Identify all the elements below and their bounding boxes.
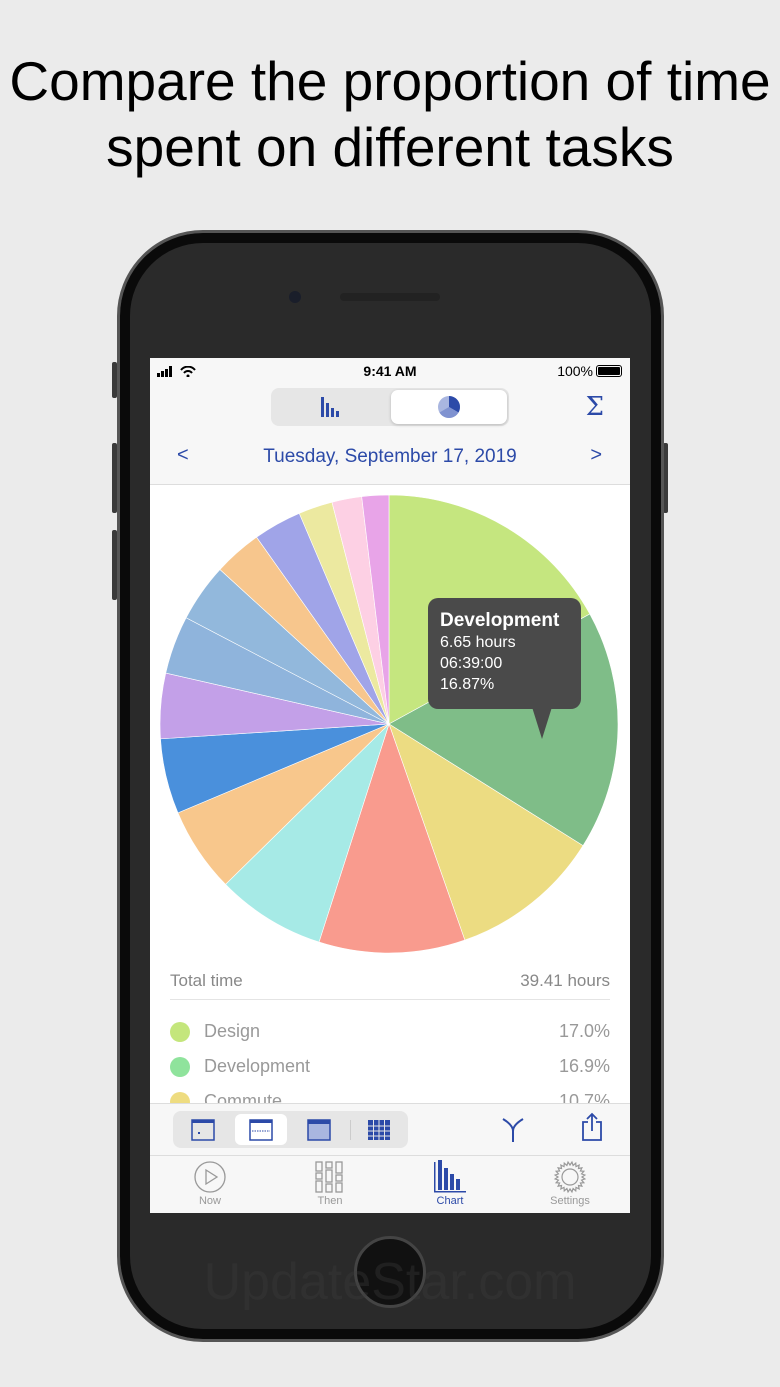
range-year-button[interactable] <box>353 1114 405 1145</box>
play-icon <box>194 1161 226 1193</box>
app-screen: 9:41 AM 100% Σ < Tuesday, September 17, … <box>150 358 630 1213</box>
day-icon <box>191 1118 215 1141</box>
view-toggle <box>271 388 509 426</box>
tab-label: Then <box>317 1195 343 1207</box>
status-time: 9:41 AM <box>363 363 417 379</box>
pie-slice[interactable] <box>225 723 390 943</box>
slice-tooltip: Development 6.65 hours 06:39:00 16.87% <box>428 598 581 739</box>
headline: Compare the proportion of time spent on … <box>9 50 771 178</box>
legend-item[interactable]: Design 17.0% <box>170 1014 610 1049</box>
home-button[interactable] <box>354 1236 426 1308</box>
tooltip-duration: 06:39:00 <box>440 655 503 672</box>
pie-slice[interactable] <box>361 494 390 725</box>
tab-label: Now <box>198 1195 221 1207</box>
pie-chart[interactable] <box>150 486 630 962</box>
watermark: UpdateStar.com <box>203 1253 577 1311</box>
divider <box>350 1120 351 1140</box>
legend-dot <box>170 1056 190 1077</box>
toolbar <box>150 1103 630 1155</box>
header: Σ < Tuesday, September 17, 2019 > <box>150 384 630 485</box>
battery-percent: 100% <box>557 363 593 379</box>
signal-wifi-icon <box>157 366 196 377</box>
volume-down-button <box>112 530 117 600</box>
pie-chart-icon <box>438 396 460 418</box>
share-icon[interactable] <box>581 1112 603 1142</box>
earpiece-speaker <box>340 293 440 301</box>
month-icon <box>307 1118 331 1141</box>
tab-chart[interactable]: Chart <box>390 1156 510 1213</box>
mute-switch <box>112 362 117 398</box>
range-week-button[interactable] <box>235 1114 287 1145</box>
legend-dot <box>170 1021 190 1042</box>
sum-button[interactable]: Σ <box>585 392 604 422</box>
date-label: Tuesday, September 17, 2019 <box>263 446 517 467</box>
next-day-button[interactable]: > <box>590 444 602 466</box>
legend-name: Development <box>204 1056 311 1076</box>
tab-then[interactable]: Then <box>270 1156 390 1213</box>
tab-bar: Now Then Chart Settings <box>150 1155 630 1213</box>
legend-name: Design <box>204 1021 261 1041</box>
range-selector <box>173 1111 408 1148</box>
tooltip-title: Development <box>440 610 560 631</box>
tab-now[interactable]: Now <box>150 1156 270 1213</box>
power-button <box>663 443 668 513</box>
tooltip-hours: 6.65 hours <box>440 634 516 651</box>
legend-percent: 17.0% <box>558 1021 610 1041</box>
prev-day-button[interactable]: < <box>177 444 189 466</box>
bar-chart-icon <box>321 397 339 417</box>
pie-view-button[interactable] <box>391 390 507 424</box>
filter-icon[interactable] <box>501 1117 525 1143</box>
tab-settings[interactable]: Settings <box>510 1156 630 1213</box>
battery-icon <box>596 365 622 377</box>
pie-slice-commute[interactable] <box>388 723 584 941</box>
gear-icon <box>553 1160 587 1194</box>
total-time-row: Total time 39.41 hours <box>170 971 610 1000</box>
status-bar: 9:41 AM 100% <box>150 358 630 384</box>
tab-label: Chart <box>436 1195 464 1207</box>
legend-item[interactable]: Development 16.9% <box>170 1049 610 1084</box>
list-grid-icon <box>315 1161 343 1193</box>
range-month-button[interactable] <box>293 1114 345 1145</box>
week-icon <box>249 1118 273 1141</box>
chart-icon <box>434 1160 466 1193</box>
legend-percent: 16.9% <box>558 1056 610 1076</box>
tab-label: Settings <box>550 1195 590 1207</box>
tooltip-percent: 16.87% <box>440 676 495 693</box>
pie-slice[interactable] <box>318 723 466 954</box>
total-label: Total time <box>170 971 243 990</box>
total-value: 39.41 hours <box>520 971 610 990</box>
bar-view-button[interactable] <box>273 390 389 424</box>
front-camera <box>289 291 301 303</box>
year-icon <box>368 1119 390 1140</box>
volume-up-button <box>112 443 117 513</box>
range-day-button[interactable] <box>177 1114 229 1145</box>
